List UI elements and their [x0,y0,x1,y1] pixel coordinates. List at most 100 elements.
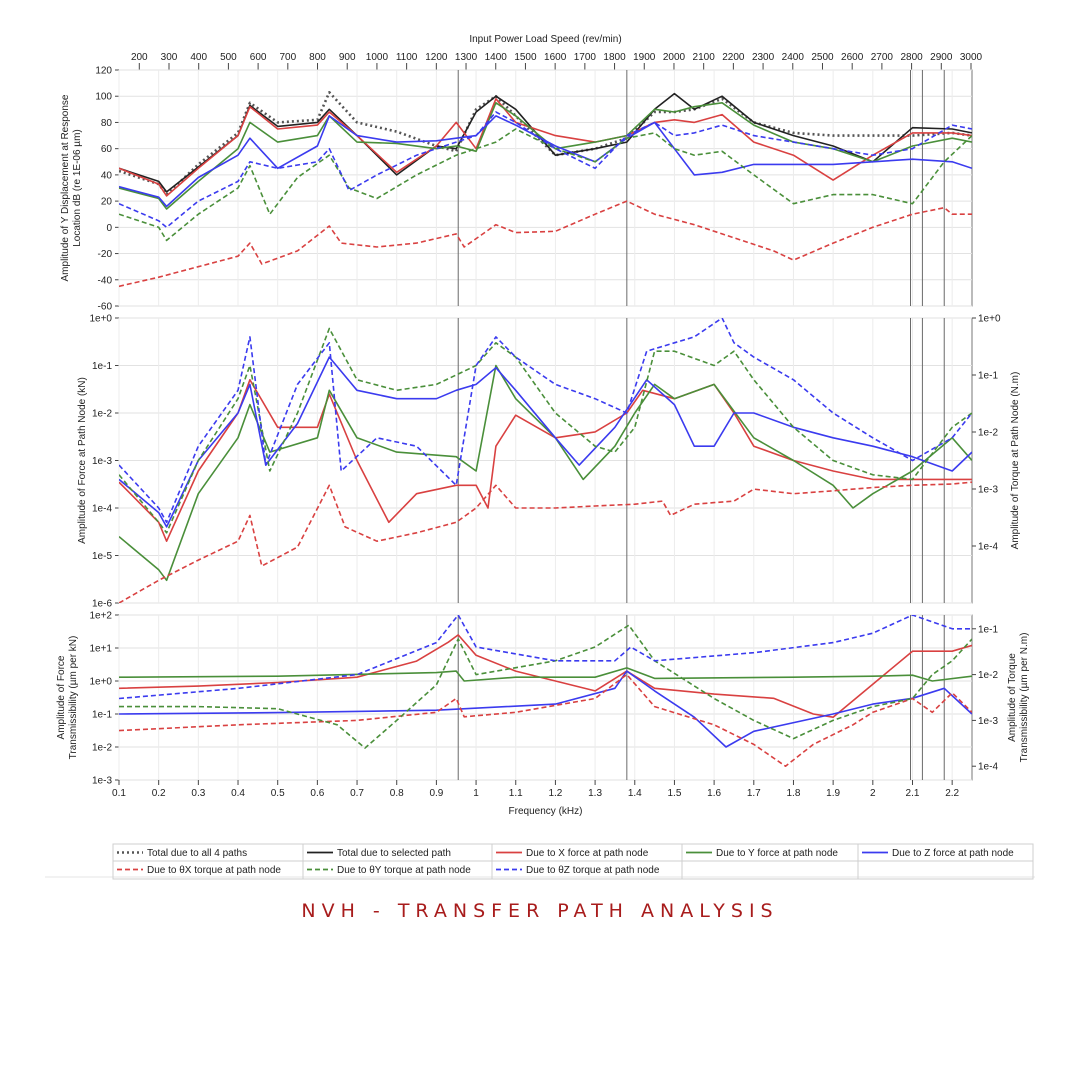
top-axis-tick-label: 2800 [900,52,923,63]
legend-entry-label: Due to θY torque at path node [337,865,471,876]
series-line-due-to-x-force-at-path-node [119,98,972,197]
y-right-axis-title: Amplitude of Torque [1007,653,1018,742]
top-axis-tick-label: 1400 [485,52,508,63]
x-tick-label: 1.9 [826,788,840,799]
plot-frame [118,69,973,307]
top-axis-tick-label: 1200 [425,52,448,63]
x-tick-label: 1.6 [707,788,721,799]
legend-entry-label: Due to θZ torque at path node [526,865,660,876]
y-tick-label: -20 [98,249,113,260]
series-line-due-to-θx-torque-at-path-node [119,200,972,288]
y-tick-label: 1e-2 [92,409,112,420]
top-axis-tick-label: 2600 [841,52,864,63]
y-right-tick-label: 1e-4 [978,542,998,553]
series-line-total-due-to-all-4-paths [119,91,972,196]
top-axis-tick-label: 1900 [633,52,656,63]
x-axis-title: Frequency (kHz) [509,806,583,817]
y-tick-label: -40 [98,275,113,286]
series-line-due-to-θz-torque-at-path-node [119,111,972,229]
top-axis-tick-label: 2400 [782,52,805,63]
y-tick-label: -60 [98,302,113,313]
x-tick-label: 1.8 [787,788,801,799]
x-tick-label: 0.3 [191,788,205,799]
top-axis-tick-label: 400 [190,52,207,63]
legend-entry-label: Due to θX torque at path node [147,865,281,876]
legend: Total due to all 4 paths Total due to sel… [112,843,1034,880]
y-axis-title: Location dB (re 1E-06 µm) [72,129,83,246]
y-tick-label: 20 [101,197,113,208]
series-line-due-to-y-force-at-path-node [119,364,972,582]
y-axis-title: Amplitude of Y Displacement at Response [60,94,71,281]
y-tick-label: 80 [101,118,113,129]
y-tick-label: 0 [106,223,112,234]
y-right-axis-title: Transmissibility (µm per N.m) [1019,633,1030,763]
top-axis-title: Input Power Load Speed (rev/min) [469,34,621,45]
y-right-tick-label: 1e+0 [978,314,1001,325]
panel-displacement: 120 100 80 60 40 20 0 -20 -40 -60 Amplitude of Y D… [60,66,973,313]
series-line-due-to-y-force-at-path-node [119,102,972,210]
y-tick-label: 1e-4 [92,504,112,515]
series-line-due-to-θy-torque-at-path-node [119,327,972,534]
x-tick-label: 0.5 [271,788,285,799]
y-tick-label: 120 [95,66,112,77]
y-tick-label: 1e-2 [92,743,112,754]
y-tick-label: 1e-1 [92,361,112,372]
x-tick-label: 2 [870,788,876,799]
x-tick-label: 0.4 [231,788,245,799]
y-tick-label: 1e-5 [92,551,112,562]
series-line-due-to-θy-torque-at-path-node [119,128,972,242]
top-axis-tick-label: 1800 [603,52,626,63]
y-axis-title: Amplitude of Force [56,655,67,739]
figure-caption: NVH - TRANSFER PATH ANALYSIS [301,900,779,922]
y-tick-label: 60 [101,144,113,155]
top-axis-tick-label: 1100 [396,52,418,63]
top-axis-tick-label: 800 [309,52,326,63]
y-right-tick-label: 1e-1 [978,371,998,382]
top-axis-tick-label: 1300 [455,52,478,63]
top-axis-tick-label: 2900 [930,52,953,63]
series-line-due-to-θx-torque-at-path-node [119,673,972,768]
x-tick-label: 1.5 [667,788,681,799]
series-line-due-to-z-force-at-path-node [119,115,972,208]
legend-entry-label: Due to X force at path node [526,848,649,859]
y-axis-title: Transmissibility (µm per kN) [68,636,79,760]
legend-entry-label: Total due to all 4 paths [147,848,247,859]
y-tick-label: 40 [101,170,113,181]
top-axis-tick-label: 2500 [811,52,834,63]
x-tick-label: 0.6 [310,788,324,799]
y-tick-label: 1e+0 [89,314,112,325]
x-tick-label: 1.2 [548,788,562,799]
top-axis-tick-label: 1600 [544,52,567,63]
top-axis-tick-label: 2200 [722,52,745,63]
top-axis-tick-label: 1000 [366,52,389,63]
y-tick-label: 1e-3 [92,776,112,787]
x-tick-label: 2.1 [906,788,920,799]
y-right-axis-title: Amplitude of Torque at Path Node (N.m) [1010,372,1021,550]
y-tick-label: 100 [95,92,112,103]
y-right-tick-label: 1e-3 [978,485,998,496]
series-line-due-to-θy-torque-at-path-node [119,624,972,749]
y-tick-label: 1e-3 [92,456,112,467]
top-axis-tick-label: 700 [279,52,296,63]
x-tick-label: 0.1 [112,788,126,799]
top-axis-tick-label: 600 [250,52,267,63]
x-tick-label: 1.4 [628,788,642,799]
y-tick-label: 1e+1 [89,644,112,655]
y-tick-label: 1e-6 [92,599,112,610]
series-line-due-to-z-force-at-path-node [119,670,972,748]
x-tick-label: 1 [473,788,479,799]
series-line-due-to-θz-torque-at-path-node [119,318,972,524]
top-axis-tick-label: 500 [220,52,237,63]
y-right-tick-label: 1e-1 [978,624,998,635]
top-axis-tick-label: 1500 [514,52,537,63]
y-tick-label: 1e-1 [92,710,112,721]
x-tick-label: 1.3 [588,788,602,799]
legend-entry-label: Due to Z force at path node [892,848,1014,859]
y-right-tick-label: 1e-2 [978,670,998,681]
y-right-tick-label: 1e-2 [978,428,998,439]
y-axis-title: Amplitude of Force at Path Node (kN) [77,377,88,544]
legend-entry-label: Due to Y force at path node [716,848,838,859]
x-tick-label: 0.7 [350,788,364,799]
